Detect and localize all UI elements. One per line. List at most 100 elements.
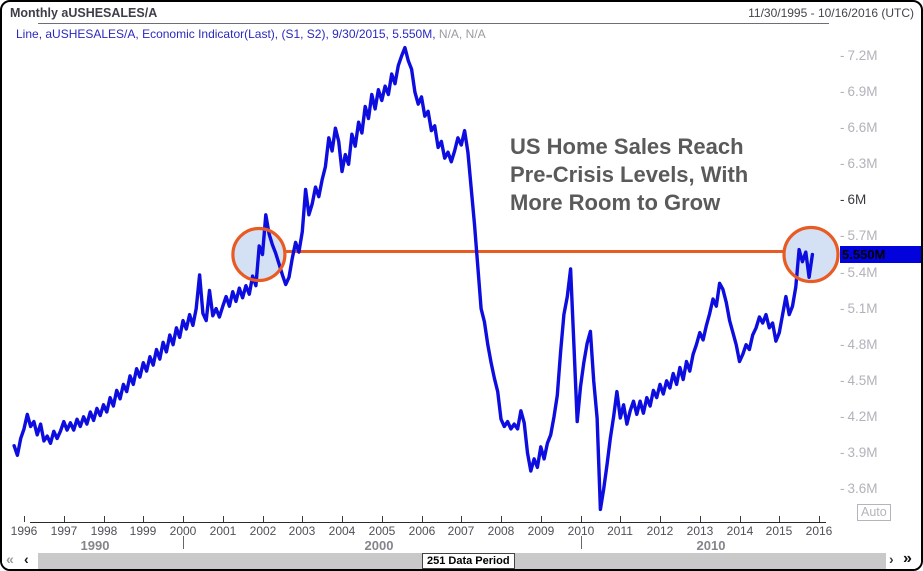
y-tick-mark: - <box>840 444 845 460</box>
scroll-end-icon[interactable]: » <box>903 550 912 567</box>
x-tick-mark <box>24 516 25 522</box>
y-tick-text: 6.9M <box>847 84 878 100</box>
y-tick-mark: - <box>840 156 845 172</box>
last-value-marker: 5.550M <box>840 246 921 263</box>
y-tick-label: -6.9M <box>840 84 920 99</box>
x-tick-mark <box>779 516 780 522</box>
x-tick-mark <box>382 516 383 522</box>
y-tick-label: -7.2M <box>840 48 920 63</box>
y-tick-text: 6.6M <box>847 120 878 136</box>
y-tick-label: -5.7M <box>840 228 920 243</box>
y-tick-mark: - <box>840 336 845 352</box>
decade-divider <box>581 536 582 549</box>
x-year-label: 1999 <box>129 524 157 538</box>
x-tick-mark <box>581 516 582 522</box>
y-tick-label: -5.4M <box>840 265 920 280</box>
x-year-label: 2000 <box>169 524 197 538</box>
y-tick-label: -5.1M <box>840 301 920 316</box>
decade-label: 2000 <box>364 538 394 553</box>
y-tick-text: 5.7M <box>847 228 878 244</box>
x-tick-mark <box>342 516 343 522</box>
x-year-label: 2016 <box>805 524 833 538</box>
x-tick-mark <box>143 516 144 522</box>
y-tick-text: 3.9M <box>847 444 878 460</box>
scroll-status-bar: « ‹ 251 Data Period › » <box>2 550 921 569</box>
series-legend-na: N/A, N/A <box>435 27 486 41</box>
y-tick-label: -6.3M <box>840 156 920 171</box>
y-tick-mark: - <box>840 481 845 496</box>
y-tick-label: -4.8M <box>840 337 920 352</box>
x-year-label: 2007 <box>447 524 475 538</box>
date-range-label: 11/30/1995 - 10/16/2016 (UTC) <box>748 6 914 20</box>
y-tick-label: -3.9M <box>840 445 920 460</box>
x-axis-line <box>30 522 826 523</box>
x-year-label: 2006 <box>408 524 436 538</box>
y-tick-label: -6M <box>840 192 920 207</box>
x-tick-mark <box>223 516 224 522</box>
y-tick-text: 4.2M <box>847 408 878 424</box>
x-year-label: 2012 <box>646 524 674 538</box>
x-tick-mark <box>620 516 621 522</box>
series-legend-main: Line, aUSHESALES/A, Economic Indicator(L… <box>16 27 436 41</box>
decade-divider <box>183 536 184 549</box>
x-tick-mark <box>64 516 65 522</box>
y-tick-mark: - <box>840 264 845 280</box>
y-tick-text: 4.8M <box>847 336 878 352</box>
y-tick-mark: - <box>840 192 845 208</box>
y-tick-mark: - <box>840 84 845 100</box>
title-separator <box>38 23 829 24</box>
y-tick-mark: - <box>840 120 845 136</box>
x-tick-mark <box>501 516 502 522</box>
chart-annotation-text: US Home Sales Reach Pre-Crisis Levels, W… <box>510 134 749 215</box>
x-year-label: 2009 <box>527 524 555 538</box>
x-tick-mark <box>660 516 661 522</box>
x-tick-mark <box>819 516 820 522</box>
y-tick-label: -4.2M <box>840 409 920 424</box>
x-year-label: 2001 <box>209 524 237 538</box>
x-tick-mark <box>541 516 542 522</box>
decade-label: 2010 <box>696 538 726 553</box>
y-tick-text: 3.6M <box>847 481 878 496</box>
y-tick-label: -4.5M <box>840 373 920 388</box>
highlight-circle-outline <box>782 225 840 284</box>
y-tick-text: 7.2M <box>847 48 878 63</box>
scroll-back-icon[interactable]: ‹ <box>24 551 29 567</box>
x-year-label: 2010 <box>567 524 595 538</box>
scroll-forward-icon[interactable]: › <box>889 551 894 567</box>
y-tick-text: 5.4M <box>847 264 878 280</box>
x-year-label: 2002 <box>249 524 277 538</box>
scroll-rewind-icon[interactable]: « <box>6 551 14 567</box>
x-year-label: 2003 <box>288 524 316 538</box>
x-tick-mark <box>422 516 423 522</box>
decade-label: 1990 <box>80 538 110 553</box>
x-year-label: 2008 <box>487 524 515 538</box>
y-tick-mark: - <box>840 372 845 388</box>
y-tick-text: 4.5M <box>847 372 878 388</box>
x-year-label: 2005 <box>368 524 396 538</box>
series-legend: Line, aUSHESALES/A, Economic Indicator(L… <box>16 27 486 41</box>
x-tick-mark <box>263 516 264 522</box>
y-tick-text: 6.3M <box>847 156 878 172</box>
y-tick-label: -3.6M <box>840 481 920 496</box>
x-tick-mark <box>302 516 303 522</box>
x-year-label: 1997 <box>50 524 78 538</box>
data-period-badge[interactable]: 251 Data Period <box>422 553 515 569</box>
x-year-label: 2004 <box>328 524 356 538</box>
y-tick-mark: - <box>840 48 845 63</box>
highlight-circle-outline <box>231 226 287 283</box>
axis-auto-scale-button[interactable]: Auto <box>857 504 891 521</box>
x-tick-mark <box>740 516 741 522</box>
page-title: Monthly aUSHESALES/A <box>10 6 158 20</box>
x-tick-mark <box>700 516 701 522</box>
home-sales-line-series <box>12 45 815 512</box>
x-year-label: 2015 <box>765 524 793 538</box>
y-tick-mark: - <box>840 228 845 244</box>
x-tick-mark <box>183 516 184 522</box>
x-tick-mark <box>461 516 462 522</box>
x-year-label: 1998 <box>90 524 118 538</box>
x-tick-mark <box>104 516 105 522</box>
x-year-label: 2013 <box>686 524 714 538</box>
x-year-label: 2014 <box>726 524 754 538</box>
